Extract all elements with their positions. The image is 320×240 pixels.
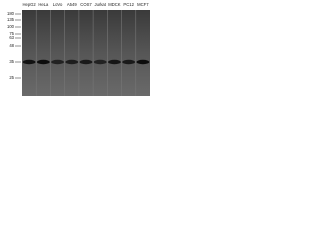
- blot-membrane: [22, 10, 150, 96]
- protein-band: [51, 59, 64, 65]
- lane-label: A549: [67, 2, 77, 7]
- lane-label: LoVo: [53, 2, 63, 7]
- protein-band: [22, 59, 36, 65]
- marker-label: 100: [7, 24, 15, 29]
- protein-band: [93, 59, 107, 65]
- label-group: HepG2 HeLa LoVo A549 COS7 Jurkat MDCK PC12 MCF7 1…: [7, 2, 149, 80]
- protein-band: [79, 59, 93, 65]
- protein-band: [36, 59, 50, 65]
- lane-label: HeLa: [38, 2, 49, 7]
- marker-label: 63: [9, 35, 14, 40]
- protein-band: [136, 59, 150, 65]
- lane-group: [22, 10, 150, 96]
- protein-band: [108, 59, 121, 65]
- lane-label: COS7: [80, 2, 92, 7]
- marker-label: 135: [7, 17, 15, 22]
- protein-band: [122, 59, 136, 65]
- page: HepG2 HeLa LoVo A549 COS7 Jurkat MDCK PC12 MCF7 1…: [0, 0, 150, 96]
- lane-label: MCF7: [137, 2, 149, 7]
- marker-label: 35: [9, 59, 14, 64]
- lane-label: PC12: [123, 2, 134, 7]
- marker-label: 25: [9, 75, 14, 80]
- protein-band: [65, 59, 79, 65]
- western-blot: HepG2 HeLa LoVo A549 COS7 Jurkat MDCK PC12 MCF7 1…: [7, 2, 150, 96]
- lane-label: HepG2: [22, 2, 36, 7]
- marker-label: 180: [7, 11, 15, 16]
- lane-label: Jurkat: [95, 2, 107, 7]
- marker-label: 48: [9, 43, 14, 48]
- lane-label: MDCK: [108, 2, 121, 7]
- marker-label: 75: [9, 31, 14, 36]
